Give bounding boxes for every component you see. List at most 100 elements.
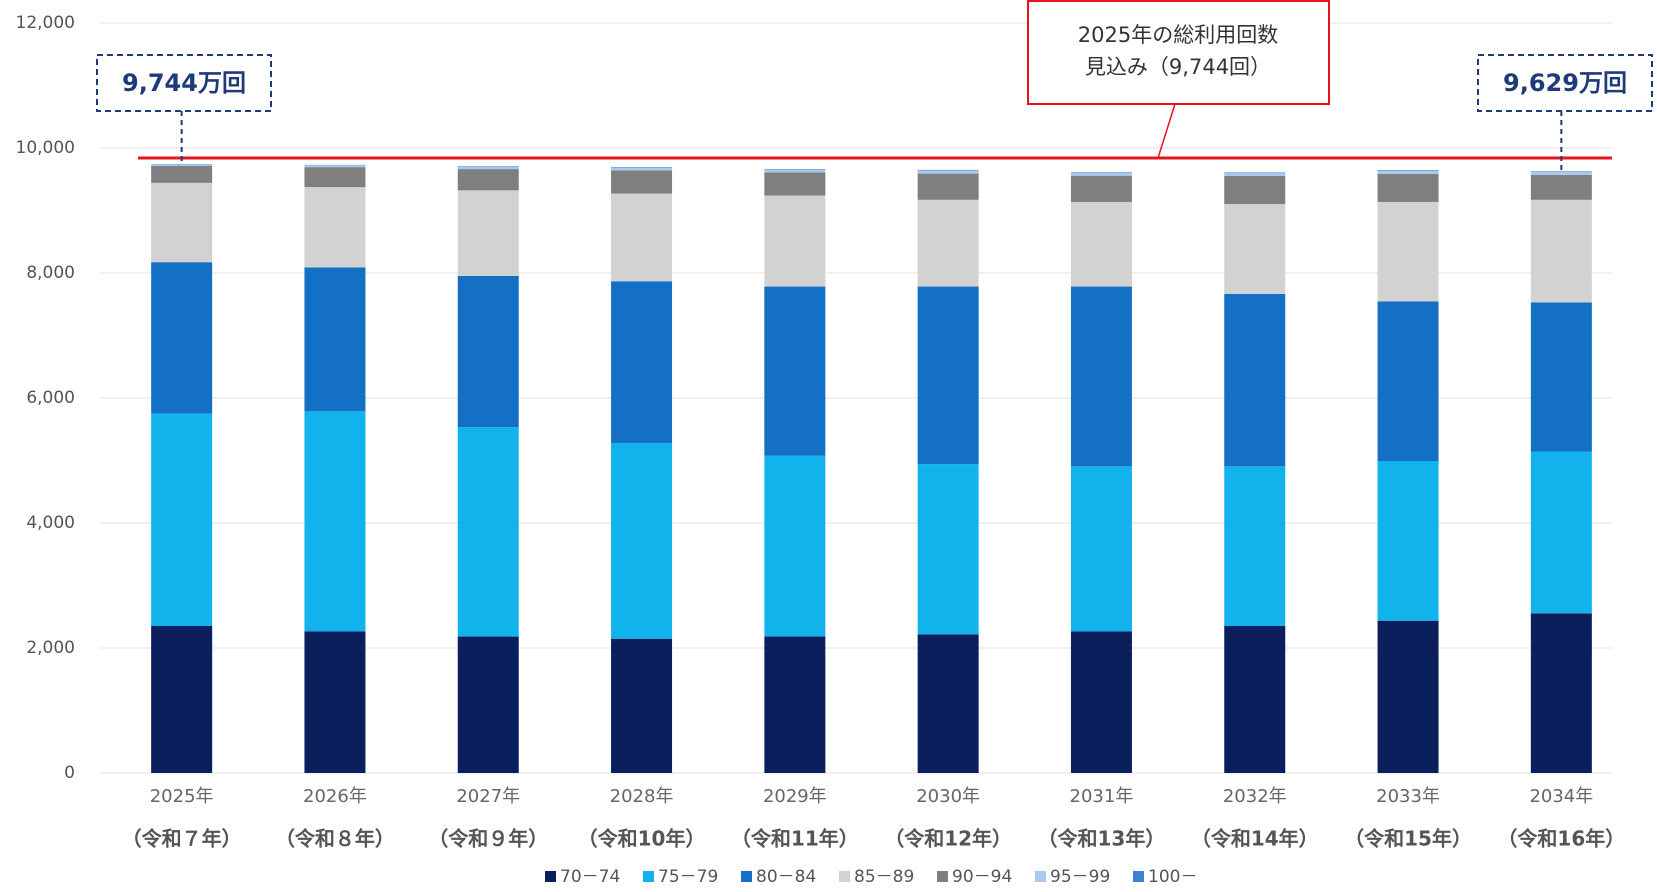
legend-swatch bbox=[741, 871, 752, 882]
legend-label: 90－94 bbox=[952, 867, 1012, 887]
callout-connector bbox=[1157, 103, 1176, 159]
legend-swatch bbox=[1035, 871, 1046, 882]
bar-segment bbox=[1377, 461, 1439, 621]
bar-segment bbox=[304, 411, 366, 632]
bar-segment bbox=[1530, 174, 1592, 200]
x-tick-label: 2031年 bbox=[1070, 786, 1134, 807]
bar-segment bbox=[1377, 201, 1439, 302]
bar-segment bbox=[611, 281, 673, 444]
bar-segment bbox=[764, 172, 826, 196]
x-tick-sublabel: （令和12年） bbox=[884, 827, 1012, 851]
x-tick-sublabel: （令和13年） bbox=[1038, 827, 1166, 851]
bar-segment bbox=[457, 275, 519, 428]
bar-segment bbox=[1224, 172, 1286, 174]
x-tick-label: 2028年 bbox=[610, 786, 674, 807]
bar-segment bbox=[611, 638, 673, 773]
y-tick-label: 0 bbox=[64, 763, 75, 783]
y-tick-label: 10,000 bbox=[16, 138, 75, 158]
bar-segment bbox=[151, 182, 213, 263]
bar-segment bbox=[1224, 466, 1286, 626]
bar-segment bbox=[1224, 293, 1286, 467]
legend-label: 75－79 bbox=[658, 867, 718, 887]
legend-swatch bbox=[545, 871, 556, 882]
bar-segment bbox=[917, 464, 979, 635]
bar-segment bbox=[1377, 170, 1439, 171]
legend-label: 95－99 bbox=[1050, 867, 1110, 887]
x-tick-label: 2026年 bbox=[303, 786, 367, 807]
y-tick-label: 2,000 bbox=[26, 638, 75, 658]
bar-segment bbox=[917, 169, 979, 171]
annotation-text: 9,744万回 bbox=[122, 69, 246, 97]
bar-segment bbox=[764, 286, 826, 456]
x-tick-label: 2030年 bbox=[916, 786, 980, 807]
callout-text: 2025年の総利用回数 bbox=[1078, 23, 1278, 47]
x-tick-sublabel: （令和14年） bbox=[1191, 827, 1319, 851]
x-tick-sublabel: （令和８年） bbox=[275, 827, 395, 851]
x-tick-sublabel: （令和16年） bbox=[1497, 827, 1625, 851]
y-tick-label: 8,000 bbox=[26, 263, 75, 283]
bar-segment bbox=[611, 193, 673, 282]
bar-segment bbox=[151, 164, 213, 166]
bar-segment bbox=[1377, 620, 1439, 773]
x-tick-label: 2025年 bbox=[150, 786, 214, 807]
bar-segment bbox=[1224, 173, 1286, 176]
bar-segment bbox=[1530, 171, 1592, 175]
legend-swatch bbox=[1133, 871, 1144, 882]
y-tick-label: 6,000 bbox=[26, 388, 75, 408]
annotation-box bbox=[96, 54, 272, 112]
bar-segment bbox=[304, 167, 366, 188]
bar-segment bbox=[1070, 631, 1132, 773]
legend-swatch bbox=[839, 871, 850, 882]
bar-segment bbox=[764, 455, 826, 637]
bar-segment bbox=[1530, 451, 1592, 614]
callout-box bbox=[1027, 0, 1330, 105]
bar-segment bbox=[1530, 199, 1592, 303]
bar-segment bbox=[1377, 170, 1439, 174]
bar-segment bbox=[917, 170, 979, 174]
bar-segment bbox=[457, 190, 519, 276]
x-tick-sublabel: （令和11年） bbox=[731, 827, 859, 851]
bar-segment bbox=[1070, 286, 1132, 467]
bar-segment bbox=[151, 262, 213, 414]
x-tick-label: 2034年 bbox=[1529, 786, 1593, 807]
legend-label: 70－74 bbox=[560, 867, 620, 887]
bar-segment bbox=[611, 443, 673, 639]
bar-segment bbox=[917, 199, 979, 287]
bar-segment bbox=[1070, 466, 1132, 632]
bar-segment bbox=[611, 170, 673, 194]
x-tick-sublabel: （令和９年） bbox=[428, 827, 548, 851]
x-tick-sublabel: （令和15年） bbox=[1344, 827, 1472, 851]
bar-segment bbox=[457, 636, 519, 773]
bar-segment bbox=[611, 167, 673, 171]
bar-segment bbox=[304, 267, 366, 412]
bar-segment bbox=[1224, 204, 1286, 294]
bar-segment bbox=[917, 634, 979, 773]
x-tick-sublabel: （令和10年） bbox=[578, 827, 706, 851]
bar-segment bbox=[1070, 175, 1132, 202]
x-tick-label: 2029年 bbox=[763, 786, 827, 807]
bar-segment bbox=[1070, 201, 1132, 287]
bar-segment bbox=[764, 169, 826, 170]
x-tick-label: 2033年 bbox=[1376, 786, 1440, 807]
bar-segment bbox=[1530, 171, 1592, 172]
bar-segment bbox=[457, 169, 519, 191]
bar-segment bbox=[1377, 173, 1439, 202]
bar-segment bbox=[1224, 626, 1286, 773]
annotation-text: 9,629万回 bbox=[1503, 69, 1627, 97]
bar-segment bbox=[304, 165, 366, 168]
bar-segment bbox=[1530, 302, 1592, 452]
bar-segment bbox=[151, 413, 213, 626]
bar-segment bbox=[1530, 613, 1592, 773]
y-tick-label: 12,000 bbox=[16, 13, 75, 33]
bar-segment bbox=[457, 427, 519, 637]
bar-segment bbox=[1070, 172, 1132, 176]
legend-swatch bbox=[643, 871, 654, 882]
annotation-box bbox=[1477, 54, 1653, 112]
bar-segment bbox=[764, 169, 826, 173]
x-tick-label: 2032年 bbox=[1223, 786, 1287, 807]
bar-segment bbox=[1224, 175, 1286, 205]
bar-segment bbox=[457, 166, 519, 170]
bar-segment bbox=[1377, 301, 1439, 461]
bar-segment bbox=[1070, 172, 1132, 173]
